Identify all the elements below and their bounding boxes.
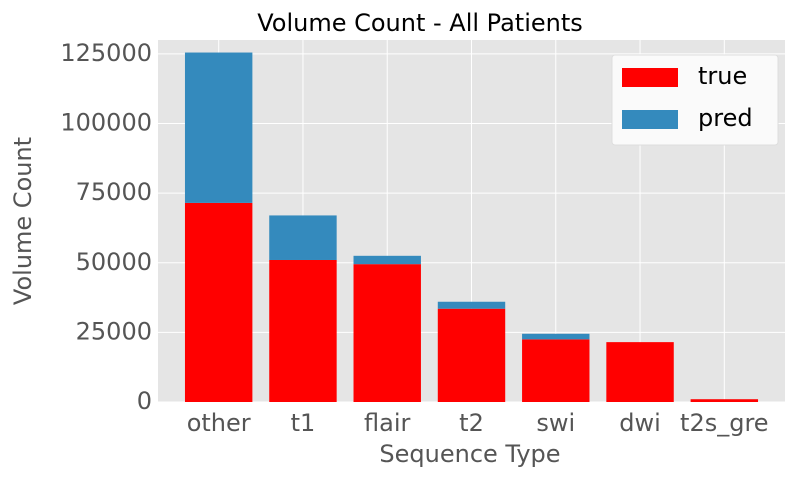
x-tick-label: other [187,409,251,437]
y-axis-label: Volume Count [9,137,37,305]
legend-label: true [698,62,747,90]
bar [522,333,590,340]
x-axis-label: Sequence Type [379,440,560,468]
bar [690,399,759,402]
bar [437,308,506,402]
bar [184,202,253,402]
bar [269,215,337,260]
x-tick-label: flair [364,409,410,437]
bar [522,339,590,402]
y-tick-label: 25000 [76,317,152,345]
y-tick-label: 0 [137,387,152,415]
legend-swatch [622,68,678,87]
bar [353,264,421,402]
x-tick-label: t2 [459,409,484,437]
bar [606,342,674,402]
y-tick-label: 125000 [60,39,152,67]
legend-label: pred [698,104,753,132]
x-tick-label: dwi [619,409,661,437]
x-tick-label: swi [536,409,575,437]
legend-swatch [622,110,678,129]
y-tick-label: 75000 [76,178,152,206]
bar [269,259,337,402]
bar [353,255,421,265]
chart-title: Volume Count - All Patients [257,9,583,37]
x-tick-label: t2s_gre [680,409,769,437]
y-tick-label: 100000 [60,109,152,137]
bar [184,52,253,203]
bar [437,301,506,309]
x-tick-label: t1 [291,409,316,437]
y-tick-label: 50000 [76,248,152,276]
